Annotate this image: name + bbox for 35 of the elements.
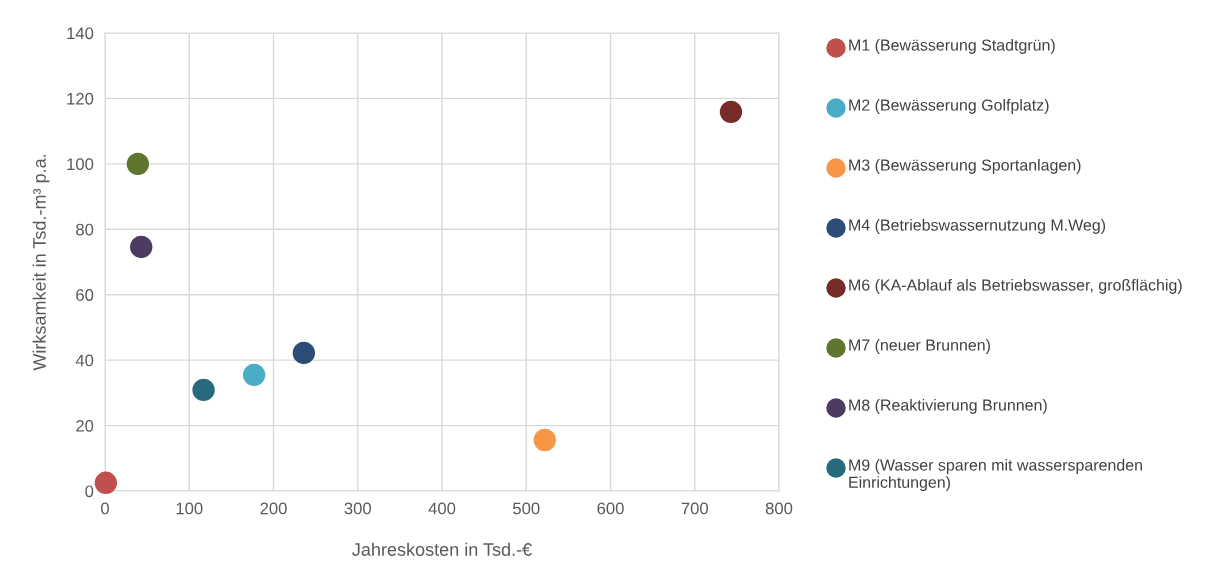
legend-label: M8 (Reaktivierung Brunnen) bbox=[849, 399, 1047, 414]
y-tick-label: 60 bbox=[76, 289, 94, 301]
y-axis-title: Wirksamkeit in Tsd.-m³ p.a. bbox=[32, 154, 50, 371]
legend-label: M7 (neuer Brunnen) bbox=[849, 339, 990, 354]
point bbox=[94, 471, 118, 495]
y-tick-label: 100 bbox=[67, 158, 94, 171]
legend-label: M1 (Bewässerung Stadtgrün) bbox=[849, 39, 1055, 54]
x-tick-label: 200 bbox=[260, 502, 287, 515]
x-tick-label: 700 bbox=[681, 502, 708, 515]
y-tick-label: 140 bbox=[67, 27, 94, 40]
point bbox=[126, 152, 150, 176]
x-tick-label: 400 bbox=[428, 502, 456, 515]
legend-label: M2 (Bewässerung Golfplatz) bbox=[849, 99, 1049, 114]
legend-label: M3 (Bewässerung Sportanlagen) bbox=[849, 159, 1081, 174]
legend-label: M6 (KA-Ablauf als Betriebswasser, großflächig) bbox=[849, 279, 1182, 294]
x-axis-title: Jahreskosten in Tsd.-€ bbox=[352, 542, 532, 556]
y-tick-label: 20 bbox=[76, 419, 94, 432]
y-tick-label: 40 bbox=[75, 354, 94, 367]
x-tick-label: 800 bbox=[765, 502, 793, 515]
x-tick-label: 300 bbox=[344, 502, 371, 515]
x-tick-label: 0 bbox=[101, 502, 109, 515]
point bbox=[242, 363, 266, 387]
y-tick-label: 80 bbox=[76, 223, 94, 236]
point bbox=[292, 341, 316, 365]
y-tick-label: 0 bbox=[85, 485, 94, 498]
point bbox=[192, 378, 215, 402]
point bbox=[130, 235, 153, 259]
legend-label: M9 (Wasser sparen mit wassersparenden Einrichtungen) bbox=[849, 459, 1142, 492]
x-tick-label: 100 bbox=[176, 502, 203, 515]
x-tick-label: 500 bbox=[513, 502, 540, 515]
y-tick-label: 120 bbox=[67, 92, 94, 105]
legend-label: M4 (Betriebswassernutzung M.Weg) bbox=[849, 219, 1106, 234]
point bbox=[533, 428, 556, 452]
point bbox=[719, 100, 743, 124]
x-tick-label: 600 bbox=[597, 502, 624, 515]
